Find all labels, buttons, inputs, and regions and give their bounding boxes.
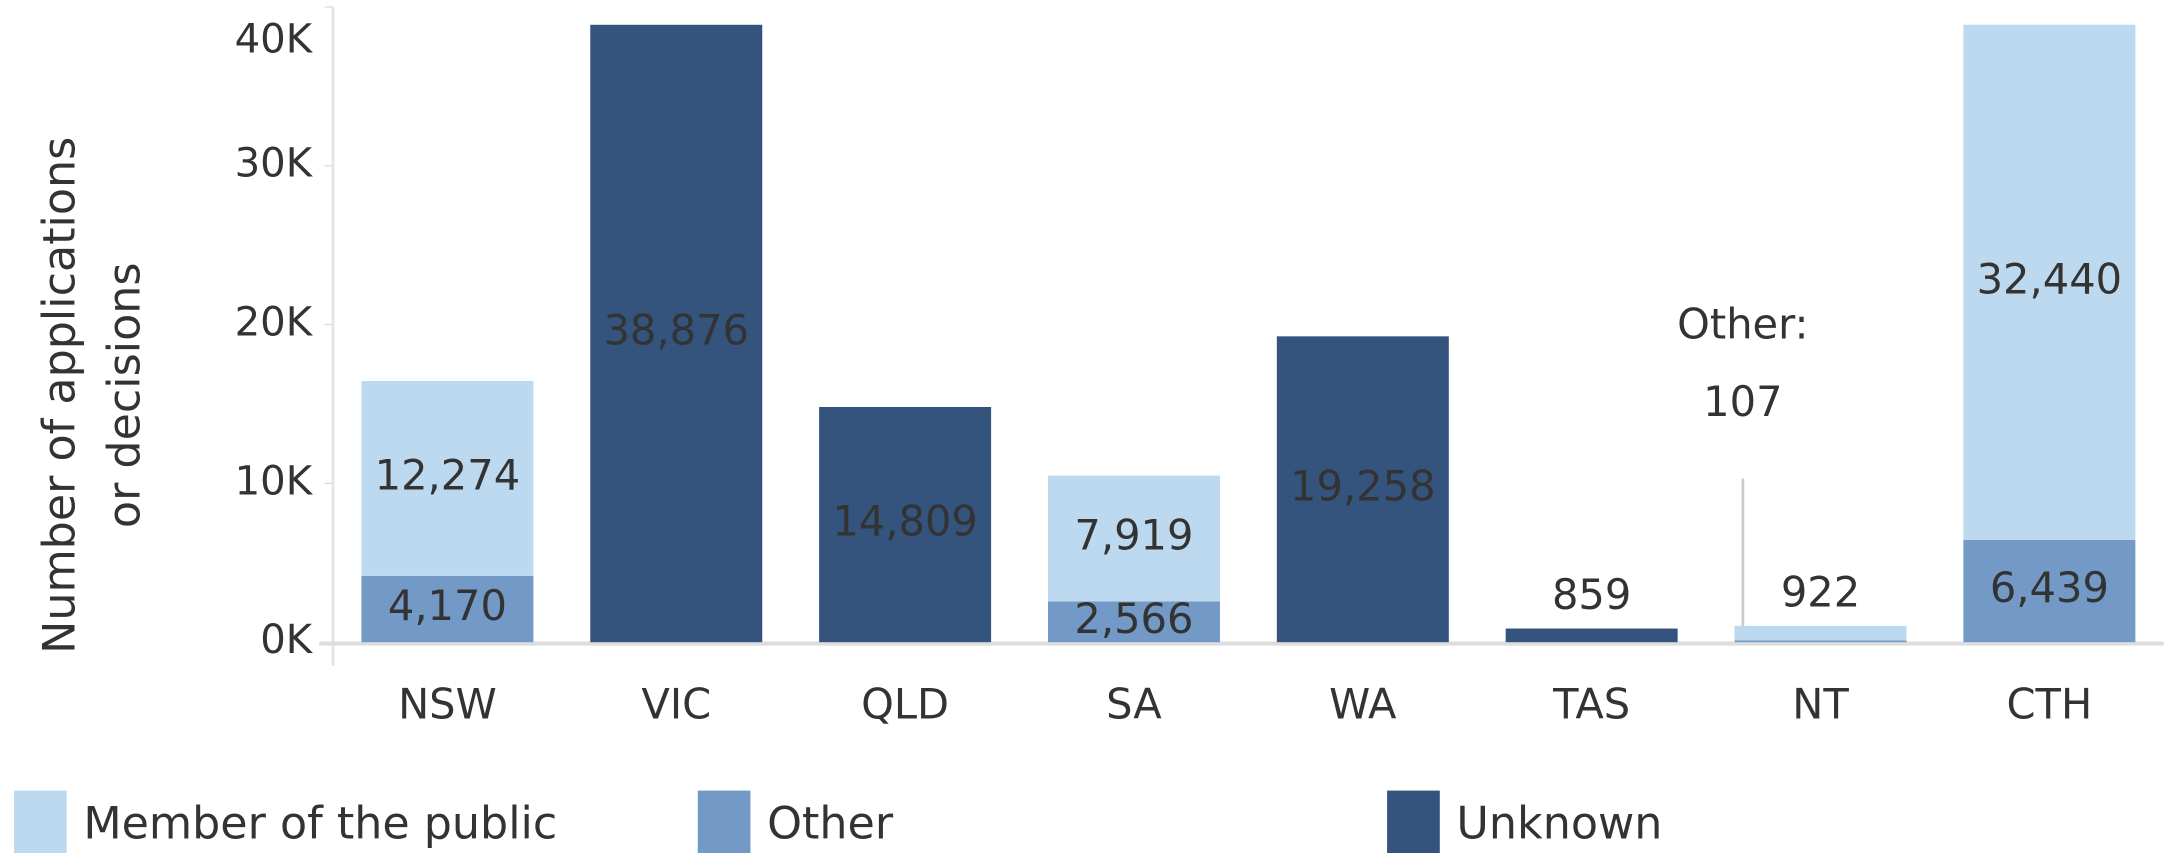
- legend-label: Unknown: [1456, 799, 1662, 850]
- legend-swatch: [1387, 790, 1440, 853]
- value-label: 12,274: [375, 450, 521, 499]
- value-label: 4,170: [388, 581, 507, 630]
- value-label: 32,440: [1977, 254, 2123, 303]
- bar-segment: [1047, 475, 1220, 602]
- y-tick-label: 20K: [235, 300, 314, 346]
- legend-swatch: [13, 790, 67, 853]
- x-tick-label: SA: [1106, 679, 1162, 728]
- bar-segment: [1963, 539, 2136, 643]
- x-tick-label: NT: [1792, 679, 1849, 728]
- y-axis-title: Number of applications or decisions: [35, 137, 151, 654]
- bar-segment: [1963, 24, 2136, 540]
- value-label: 38,876: [603, 305, 749, 354]
- legend-swatch: [697, 790, 751, 853]
- value-label: 859: [1552, 570, 1631, 619]
- value-label: 7,919: [1074, 511, 1193, 560]
- y-axis-title-line: Number of applications: [35, 137, 86, 654]
- bar-segment: [1505, 628, 1678, 643]
- x-tick-label: QLD: [861, 679, 949, 728]
- legend-label: Other: [767, 799, 894, 850]
- x-tick-label: WA: [1329, 679, 1397, 728]
- value-label: 19,258: [1290, 461, 1436, 510]
- legend-label: Member of the public: [83, 799, 557, 850]
- x-tick-label: VIC: [641, 679, 711, 728]
- bar-segment: [361, 381, 534, 576]
- x-tick-label: NSW: [398, 679, 497, 728]
- value-label: 922: [1781, 567, 1860, 616]
- x-tick-label: TAS: [1552, 679, 1630, 728]
- bar-segment: [1734, 640, 1907, 643]
- y-tick-label: 0K: [260, 617, 314, 663]
- bar-segment: [361, 575, 534, 643]
- y-tick-label: 10K: [235, 458, 314, 504]
- y-tick-label: 30K: [235, 141, 314, 187]
- value-label: 6,439: [1990, 563, 2109, 612]
- value-label: 107: [1703, 377, 1782, 426]
- bar-segment: [1734, 625, 1907, 641]
- y-tick-label: 40K: [235, 17, 314, 63]
- bar-segment: [1047, 601, 1220, 643]
- value-label: 14,809: [832, 497, 978, 546]
- bar-segment: [590, 24, 763, 643]
- annotation: Other:: [1677, 299, 1808, 348]
- bar-segment: [819, 406, 992, 643]
- x-tick-label: CTH: [2007, 679, 2093, 728]
- y-axis-title-line: or decisions: [100, 263, 151, 529]
- bar-segment: [1276, 336, 1449, 643]
- value-label: 2,566: [1074, 594, 1193, 643]
